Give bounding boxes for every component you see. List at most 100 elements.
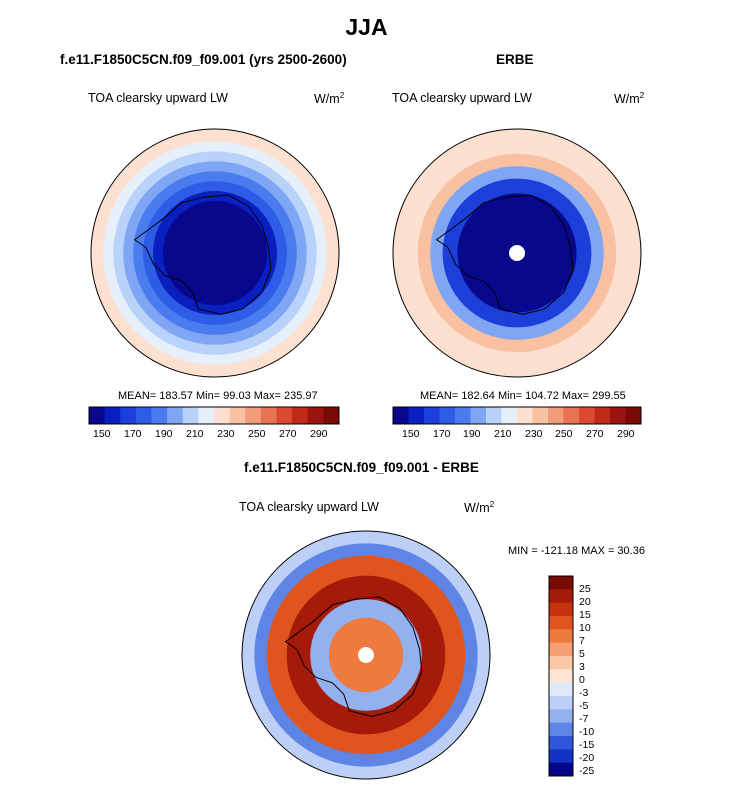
colorbar-cell bbox=[549, 576, 573, 590]
colorbar-cell bbox=[408, 407, 425, 424]
colorbar-cell bbox=[323, 407, 340, 424]
cb3-tick: 3 bbox=[579, 661, 585, 673]
colorbar-cell bbox=[292, 407, 309, 424]
cb1-tick: 210 bbox=[186, 428, 204, 440]
colorbar-cell bbox=[625, 407, 642, 424]
diff-polar-map bbox=[241, 530, 491, 780]
colorbar-cell bbox=[470, 407, 487, 424]
map-boundary bbox=[392, 128, 642, 378]
cb1-tick: 250 bbox=[248, 428, 266, 440]
cb3-tick: 5 bbox=[579, 648, 585, 660]
cb1-tick: 270 bbox=[279, 428, 297, 440]
colorbar-cell bbox=[548, 407, 564, 424]
colorbar-cell bbox=[120, 407, 137, 424]
antarctica-coastline bbox=[133, 194, 272, 315]
cb3-tick: -7 bbox=[579, 713, 589, 725]
panel1-polar-map bbox=[90, 128, 340, 378]
colorbar-cell bbox=[135, 407, 152, 424]
diff-colorbar bbox=[548, 575, 574, 777]
cb3-tick: 7 bbox=[579, 635, 585, 647]
diff-colorbar-ticks: 25 20 15 10 7 5 3 0 -3 -5 -7 -10 -15 -20… bbox=[579, 576, 629, 777]
cb2-tick: 170 bbox=[433, 428, 451, 440]
colorbar-cell bbox=[549, 736, 573, 750]
panel2-stats: MEAN= 182.64 Min= 104.72 Max= 299.55 bbox=[420, 390, 626, 402]
panel2-title: ERBE bbox=[496, 52, 534, 67]
diff-stats: MIN = -121.18 MAX = 30.36 bbox=[508, 545, 645, 557]
cb3-tick: -20 bbox=[579, 752, 595, 764]
cb3-tick: -25 bbox=[579, 765, 595, 777]
colorbar-cell bbox=[549, 696, 573, 710]
colorbar-cell bbox=[610, 407, 626, 424]
colorbar-cell bbox=[167, 407, 184, 424]
contour-region bbox=[162, 200, 268, 306]
colorbar-cell bbox=[549, 616, 573, 630]
map-boundary bbox=[241, 530, 491, 780]
colorbar-cell bbox=[104, 407, 121, 424]
cb2-tick: 270 bbox=[586, 428, 604, 440]
colorbar-cell bbox=[549, 642, 573, 657]
cb1-tick: 290 bbox=[310, 428, 328, 440]
panel2-variable-label: TOA clearsky upward LW bbox=[392, 91, 532, 105]
panel1-units: W/m2 bbox=[314, 91, 345, 107]
panel2-polar-map bbox=[392, 128, 642, 378]
colorbar-cell bbox=[182, 407, 199, 424]
colorbar-cell bbox=[549, 749, 573, 764]
antarctica-coastline bbox=[435, 194, 574, 315]
diff-variable-label: TOA clearsky upward LW bbox=[239, 500, 379, 514]
colorbar-frame bbox=[392, 406, 642, 425]
colorbar-cell bbox=[563, 407, 580, 424]
colorbar-cell bbox=[151, 407, 168, 424]
panel2-colorbar bbox=[392, 406, 642, 425]
cb2-tick: 210 bbox=[494, 428, 512, 440]
cb1-tick: 170 bbox=[124, 428, 142, 440]
cb3-tick: -15 bbox=[579, 739, 595, 751]
colorbar-cell bbox=[260, 407, 277, 424]
cb2-tick: 150 bbox=[402, 428, 420, 440]
cb3-tick: 20 bbox=[579, 596, 591, 608]
cb1-tick: 150 bbox=[93, 428, 111, 440]
cb3-tick: -5 bbox=[579, 700, 589, 712]
colorbar-cell bbox=[424, 407, 440, 424]
colorbar-cell bbox=[549, 669, 573, 684]
cb3-tick: -10 bbox=[579, 726, 595, 738]
colorbar-frame bbox=[548, 575, 574, 777]
colorbar-cell bbox=[517, 407, 533, 424]
panel1-stats: MEAN= 183.57 Min= 99.03 Max= 235.97 bbox=[118, 390, 318, 402]
map-boundary bbox=[90, 128, 340, 378]
antarctica-coastline bbox=[284, 596, 423, 717]
cb3-tick: -3 bbox=[579, 687, 589, 699]
colorbar-cell bbox=[579, 407, 595, 424]
colorbar-cell bbox=[549, 656, 573, 670]
colorbar-cell bbox=[549, 629, 573, 644]
colorbar-cell bbox=[549, 722, 573, 737]
colorbar-cell bbox=[245, 407, 262, 424]
diff-units: W/m2 bbox=[464, 500, 495, 516]
missing-data-pole bbox=[509, 245, 525, 261]
cb3-tick: 0 bbox=[579, 674, 585, 686]
colorbar-cell bbox=[276, 407, 293, 424]
colorbar-cell bbox=[307, 407, 324, 424]
colorbar-cell bbox=[549, 589, 573, 604]
diff-title: f.e11.F1850C5CN.f09_f09.001 - ERBE bbox=[244, 460, 479, 475]
colorbar-cell bbox=[486, 407, 502, 424]
panel1-variable-label: TOA clearsky upward LW bbox=[88, 91, 228, 105]
panel2-units: W/m2 bbox=[614, 91, 645, 107]
colorbar-cell bbox=[455, 407, 471, 424]
figure-title: JJA bbox=[345, 14, 388, 40]
colorbar-cell bbox=[89, 407, 106, 424]
panel1-colorbar-ticks: 150 170 190 210 230 250 270 290 bbox=[89, 428, 339, 442]
colorbar-cell bbox=[549, 762, 573, 777]
cb2-tick: 290 bbox=[617, 428, 635, 440]
colorbar-cell bbox=[594, 407, 611, 424]
panel1-title: f.e11.F1850C5CN.f09_f09.001 (yrs 2500-26… bbox=[60, 52, 347, 67]
cb2-tick: 230 bbox=[525, 428, 543, 440]
colorbar-cell bbox=[501, 407, 518, 424]
colorbar-cell bbox=[549, 602, 573, 617]
missing-data-pole bbox=[358, 647, 374, 663]
colorbar-cell bbox=[214, 407, 231, 424]
cb2-tick: 250 bbox=[555, 428, 573, 440]
cb3-tick: 15 bbox=[579, 609, 591, 621]
cb3-tick: 25 bbox=[579, 583, 591, 595]
cb2-tick: 190 bbox=[463, 428, 481, 440]
colorbar-cell bbox=[229, 407, 246, 424]
